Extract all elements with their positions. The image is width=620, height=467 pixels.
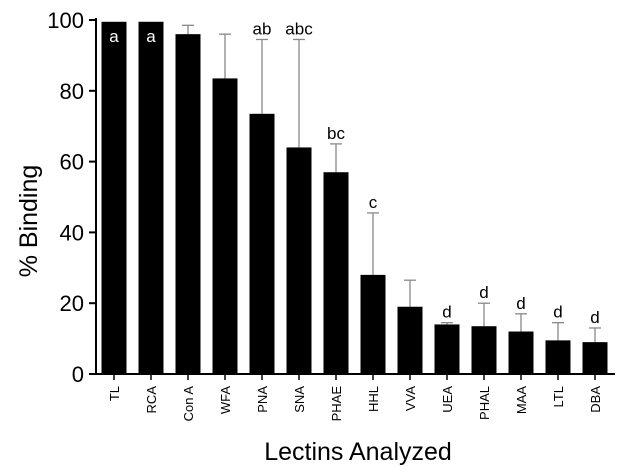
y-axis-title: % Binding <box>15 165 43 278</box>
bar <box>508 331 534 374</box>
bar <box>360 274 386 374</box>
bar <box>249 113 275 374</box>
x-tick-label: MAA <box>514 386 529 415</box>
x-tick-label: HHL <box>366 386 381 412</box>
x-tick-label: LTL <box>551 386 566 407</box>
bar <box>138 21 164 375</box>
category-labels: TL RCA Con A WFA PNA SNA PHAE HHL VVA UEA PHAL MAA L… <box>107 386 603 422</box>
x-tick-label: SNA <box>292 386 307 413</box>
x-tick-label: Con A <box>181 386 196 422</box>
bar <box>101 21 127 375</box>
bar <box>175 34 201 374</box>
significance-letter: a <box>146 27 156 46</box>
bars <box>101 21 608 375</box>
bar <box>286 147 312 374</box>
significance-letter: d <box>442 303 451 322</box>
y-tick-label: 80 <box>60 79 84 104</box>
y-tick-label: 40 <box>60 220 84 245</box>
x-tick-label: PHAL <box>477 386 492 420</box>
bar <box>471 326 497 374</box>
error-bars <box>182 24 601 343</box>
y-axis: 0 20 40 60 80 100 <box>47 8 97 387</box>
x-tick-label: UEA <box>440 386 455 413</box>
significance-letter: d <box>553 303 562 322</box>
significance-letter: d <box>590 308 599 327</box>
x-tick-label: PNA <box>255 386 270 413</box>
x-tick-label: WFA <box>218 386 233 414</box>
significance-letter: bc <box>327 124 345 143</box>
significance-letter: d <box>516 294 525 313</box>
significance-letter: d <box>479 283 488 302</box>
significance-letters: a a ab abc bc c d d d d d <box>109 19 599 327</box>
bar <box>582 342 608 374</box>
x-axis-title: Lectins Analyzed <box>264 438 452 466</box>
bar <box>545 340 571 374</box>
x-tick-label: PHAE <box>329 386 344 422</box>
x-tick-label: DBA <box>588 386 603 413</box>
bar <box>434 324 460 374</box>
y-tick-label: 100 <box>47 8 84 33</box>
x-tick-label: RCA <box>144 386 159 414</box>
x-tick-label: TL <box>107 386 122 401</box>
x-axis <box>96 373 615 380</box>
bar <box>212 78 238 374</box>
bar <box>323 172 349 374</box>
significance-letter: ab <box>253 19 272 38</box>
bar <box>397 306 423 374</box>
y-tick-label: 0 <box>72 362 84 387</box>
significance-letter: a <box>109 27 119 46</box>
significance-letter: abc <box>285 19 313 38</box>
y-tick-label: 20 <box>60 291 84 316</box>
x-tick-label: VVA <box>403 386 418 411</box>
significance-letter: c <box>369 193 378 212</box>
y-tick-label: 60 <box>60 150 84 175</box>
